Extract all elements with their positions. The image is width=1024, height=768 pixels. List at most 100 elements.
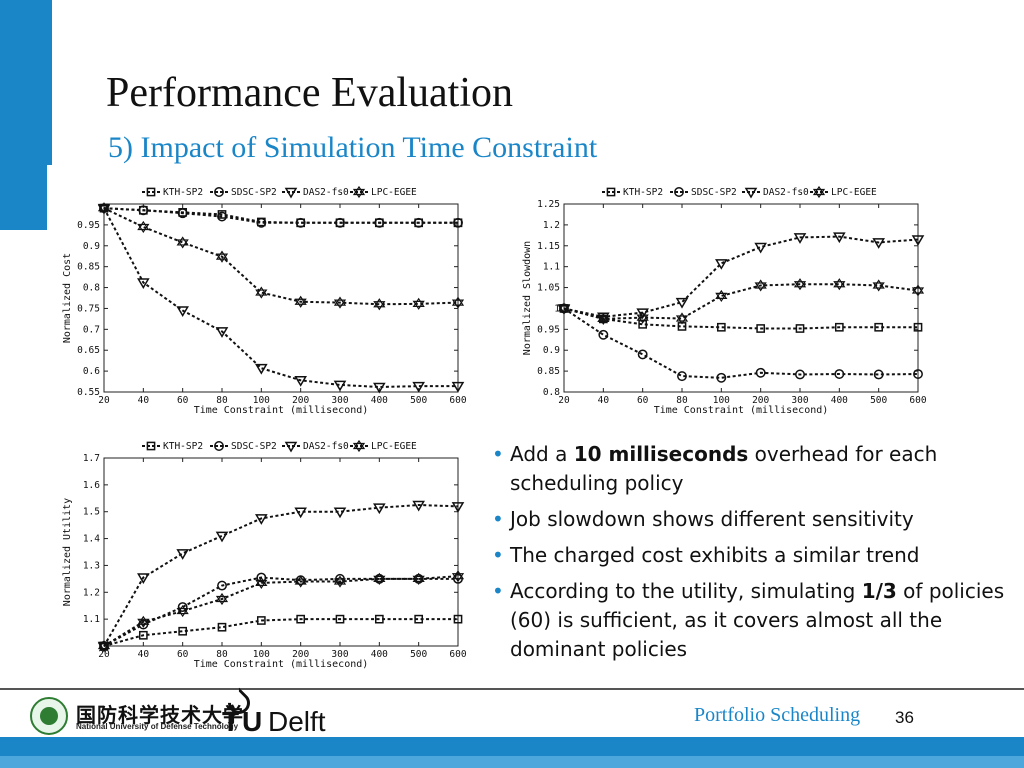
hexagram-marker: [255, 576, 268, 586]
x-tick-label: 40: [138, 649, 150, 660]
legend-label: SDSC-SP2: [691, 187, 737, 198]
hexagram-marker: [557, 302, 571, 312]
hexagram-marker: [352, 442, 366, 453]
x-axis-label: Time Constraint (millisecond): [194, 405, 369, 416]
hexagram-marker: [333, 575, 347, 585]
x-tick-label: 500: [410, 395, 427, 406]
x-tick-label: 60: [637, 395, 649, 406]
bullet-emphasis: 10 milliseconds: [573, 442, 749, 466]
hexagram-marker: [97, 639, 111, 650]
hexagram-marker: [215, 592, 229, 603]
hexagram-marker: [557, 305, 571, 315]
x-tick-label: 600: [909, 395, 926, 406]
x-tick-label: 600: [449, 649, 466, 660]
x-tick-label: 500: [410, 649, 427, 660]
circle-marker: [795, 369, 805, 380]
x-tick-label: 200: [752, 395, 769, 406]
hexagram-marker: [333, 296, 347, 306]
triangle-marker: [294, 376, 307, 387]
x-tick-label: 400: [371, 649, 388, 660]
series-line: [103, 618, 458, 647]
hexagram-marker: [793, 278, 807, 288]
y-tick-label: 0.85: [537, 366, 560, 377]
hexagram-marker: [176, 236, 189, 246]
x-tick-label: 60: [177, 649, 189, 660]
triangle-marker: [215, 327, 229, 338]
plot-frame: [563, 203, 919, 393]
legend-label: DAS2-fs0: [303, 187, 349, 198]
triangle-marker: [255, 363, 268, 375]
legend-label: DAS2-fs0: [763, 187, 809, 198]
hexagram-marker: [333, 578, 347, 588]
series-line: [103, 207, 458, 224]
triangle-marker: [284, 187, 298, 199]
y-tick-label: 1.5: [83, 507, 100, 518]
hexagram-marker: [754, 279, 767, 289]
triangle-marker: [744, 187, 758, 199]
legend-label: KTH-SP2: [623, 187, 663, 198]
footer-band-light: [0, 756, 1024, 768]
y-tick-label: 0.8: [83, 283, 100, 294]
slide-subtitle: 5) Impact of Simulation Time Constraint: [108, 131, 598, 164]
hexagram-marker: [373, 301, 386, 311]
circle-marker: [217, 580, 227, 591]
accent-bar-lower: [0, 165, 47, 230]
utility-chart: 1.1 1.2 1.3 1.4 1.5 1.6 1.7 20 40 60 80 100 200 300 40…: [62, 439, 467, 670]
hexagram-marker: [911, 287, 925, 297]
square-marker: [453, 614, 463, 624]
y-tick-label: 1.2: [543, 220, 560, 231]
circle-marker: [873, 369, 884, 380]
square-marker: [913, 322, 923, 332]
triangle-marker: [294, 507, 307, 519]
triangle-marker: [176, 549, 189, 560]
square-marker: [606, 187, 616, 197]
y-tick-label: 0.95: [537, 324, 560, 335]
y-tick-label: 0.75: [77, 303, 100, 314]
square-marker: [834, 322, 844, 332]
plot-frame: [103, 203, 459, 393]
y-tick-label: 1.15: [537, 241, 560, 252]
circle-marker: [913, 369, 923, 379]
series-line: [103, 503, 459, 647]
square-marker: [296, 614, 306, 624]
legend-label: KTH-SP2: [163, 441, 203, 452]
square-marker: [374, 614, 384, 624]
hexagram-marker: [412, 300, 425, 310]
hexagram-marker: [412, 575, 425, 585]
y-tick-label: 0.9: [83, 241, 100, 252]
hexagram-marker: [215, 250, 229, 260]
hexagram-marker: [872, 279, 885, 289]
circle-marker: [834, 369, 845, 379]
bullet-list: Add a 10 milliseconds overhead for each …: [490, 440, 1015, 671]
hexagram-marker: [911, 284, 925, 294]
circle-marker: [755, 367, 766, 378]
bullet-item: Job slowdown shows different sensitivity: [490, 505, 1015, 534]
circle-marker: [674, 187, 684, 197]
hexagram-marker: [294, 575, 307, 585]
square-marker: [756, 324, 766, 333]
hexagram-marker: [675, 312, 689, 322]
hexagram-marker: [215, 595, 229, 606]
accent-bar: [0, 0, 52, 165]
hexagram-marker: [412, 297, 425, 307]
circle-marker: [637, 349, 648, 360]
triangle-marker: [373, 382, 386, 394]
y-tick-label: 1.3: [83, 560, 100, 571]
bullet-text: According to the utility, simulating: [510, 579, 862, 603]
bullet-item: Add a 10 milliseconds overhead for each …: [490, 440, 1015, 498]
square-marker: [414, 614, 424, 624]
page-number: 36: [895, 708, 914, 727]
hexagram-marker: [793, 281, 807, 291]
circle-marker: [598, 329, 609, 340]
tu-logo-t: T: [222, 706, 240, 737]
triangle-marker: [833, 232, 846, 244]
x-tick-label: 200: [292, 395, 309, 406]
circle-marker: [453, 217, 463, 228]
hexagram-marker: [97, 205, 111, 215]
y-tick-label: 0.55: [77, 387, 100, 398]
y-tick-label: 0.8: [543, 387, 560, 398]
square-marker: [335, 614, 345, 624]
square-marker: [795, 324, 805, 333]
circle-marker: [256, 217, 267, 228]
hexagram-marker: [333, 299, 347, 309]
